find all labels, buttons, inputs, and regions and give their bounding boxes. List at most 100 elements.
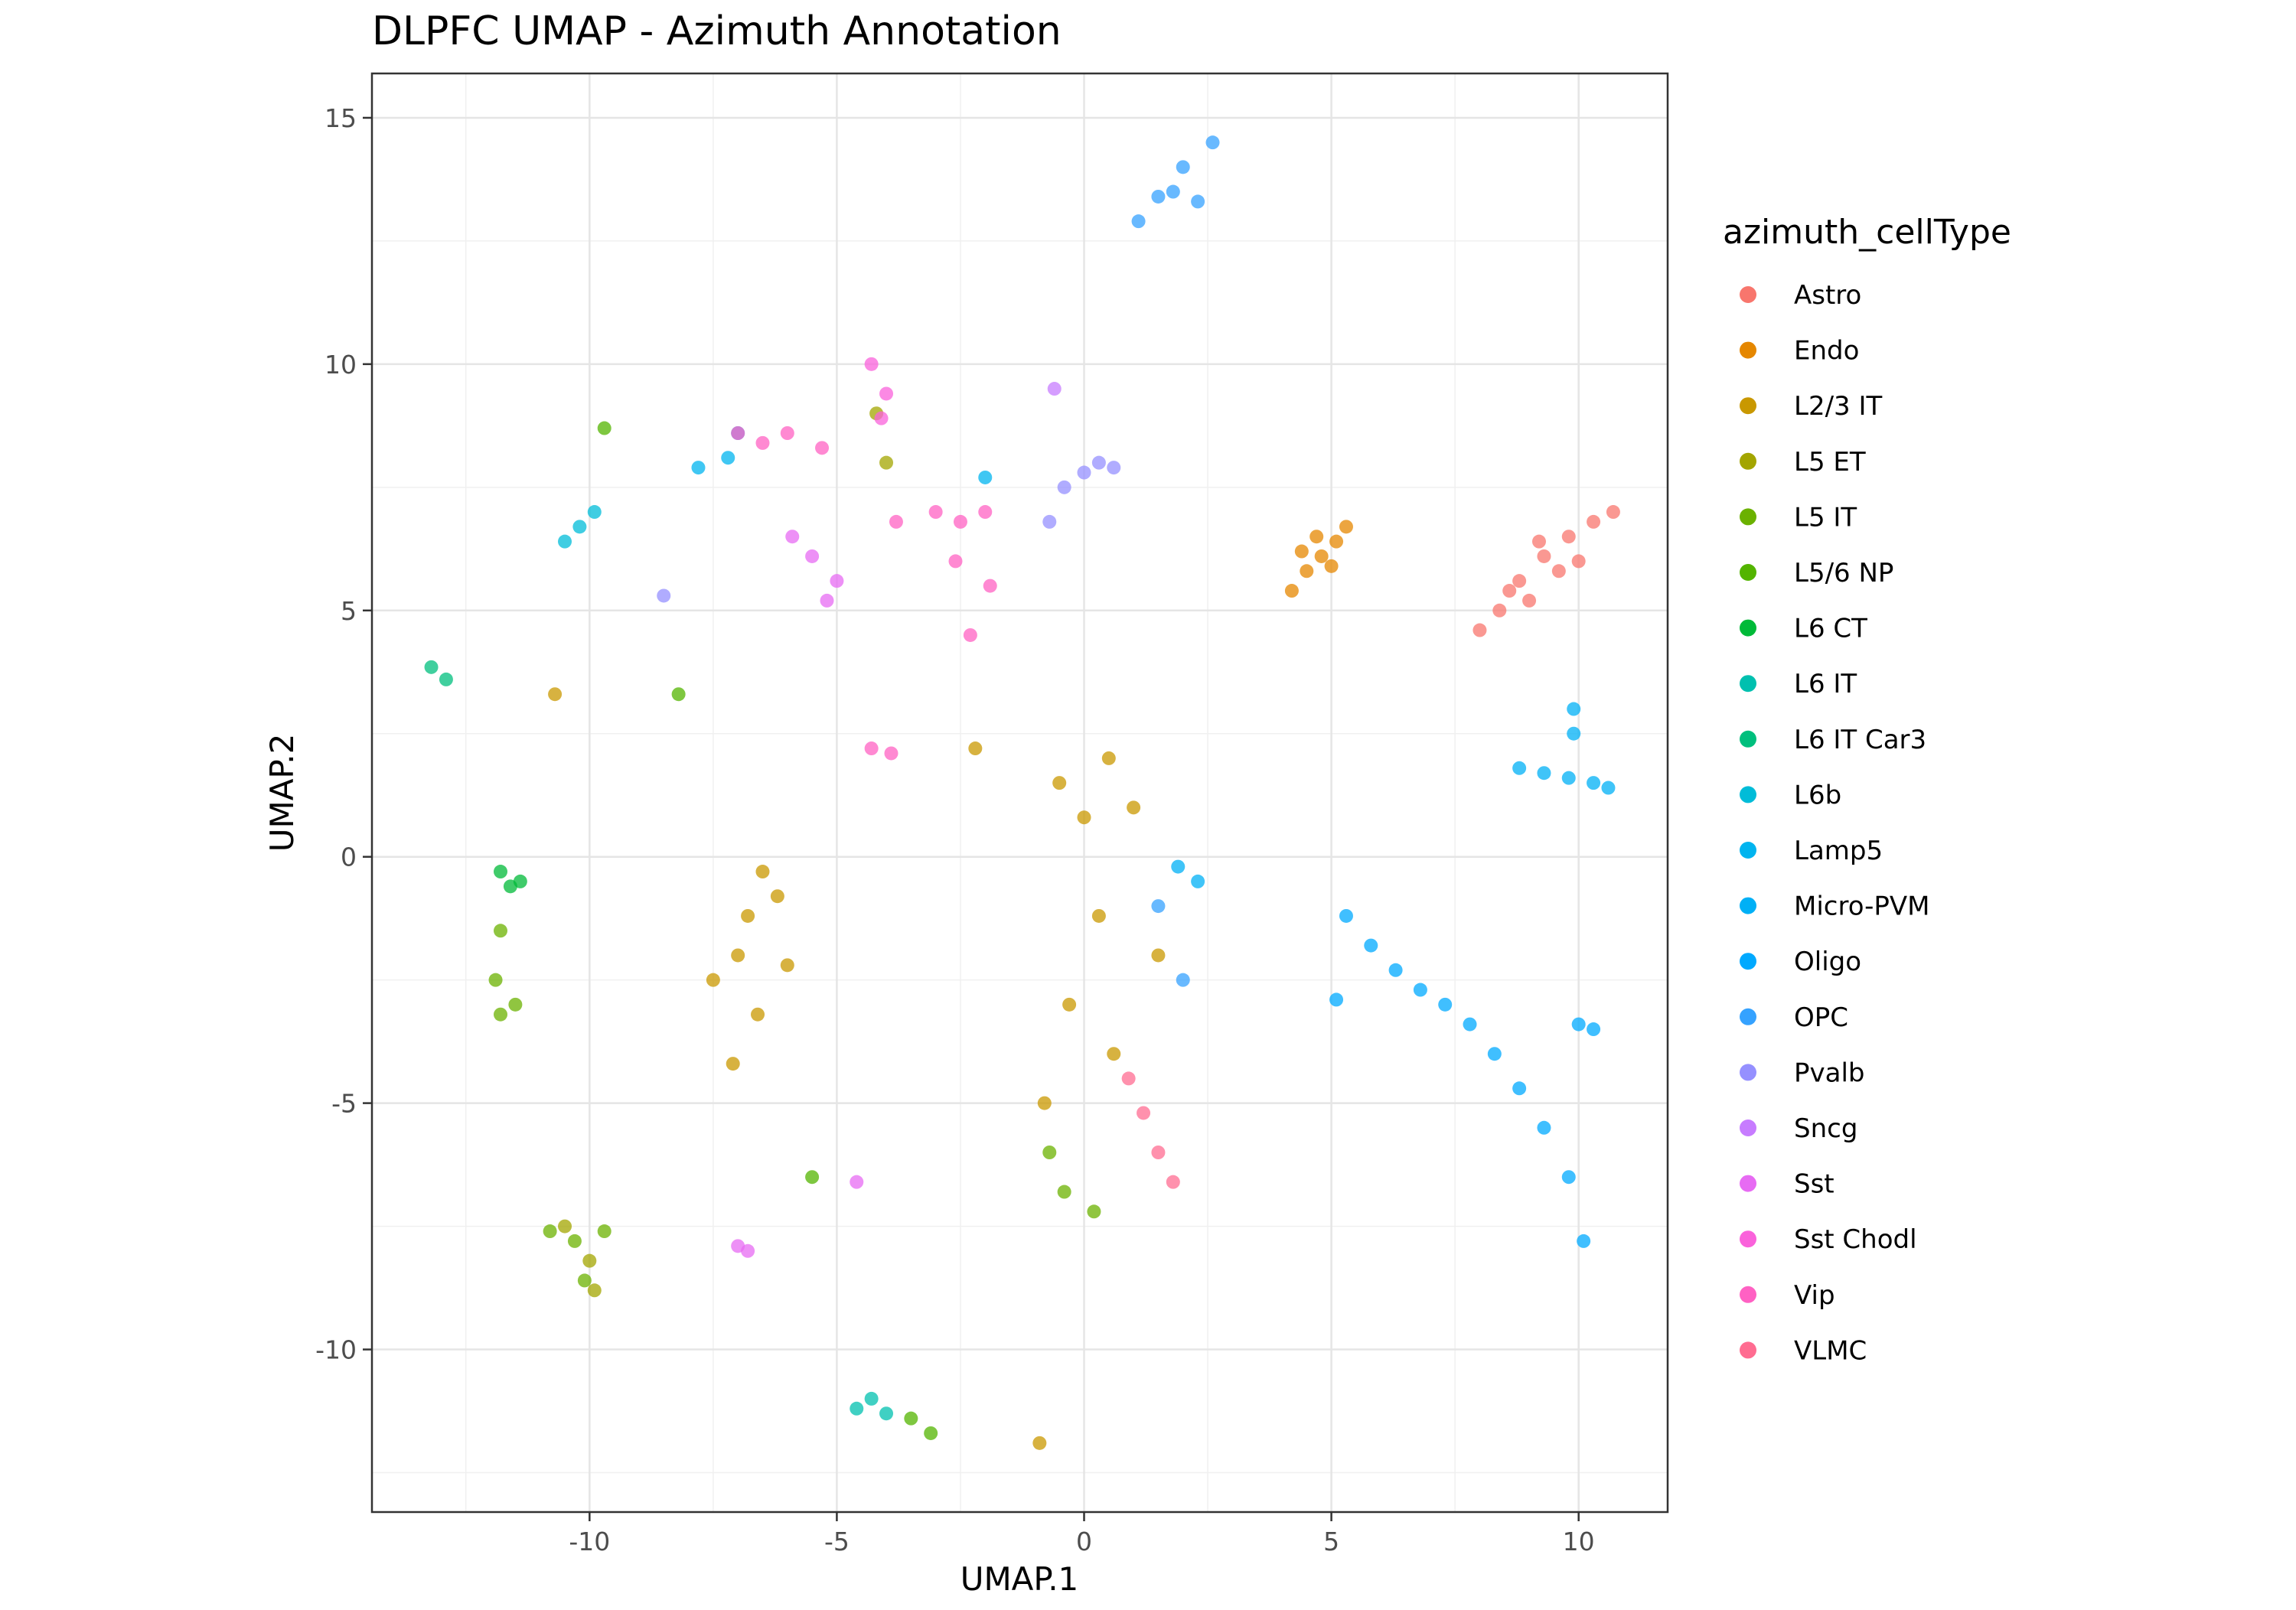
data-point: [1121, 1071, 1136, 1086]
data-point: [1587, 776, 1601, 790]
data-point: [1587, 1022, 1601, 1037]
data-point: [424, 660, 439, 674]
data-point: [815, 441, 830, 455]
legend-swatch: [1740, 619, 1756, 637]
point-layer: [424, 135, 1620, 1450]
legend-item: Pvalb: [1740, 1058, 1865, 1088]
data-point: [508, 997, 523, 1012]
data-point: [978, 470, 993, 484]
data-point: [850, 1175, 864, 1189]
data-point: [968, 741, 983, 756]
data-point: [558, 1219, 572, 1234]
legend-swatch: [1740, 452, 1756, 470]
legend-label: Pvalb: [1794, 1058, 1865, 1088]
series-l6-it-car3: [424, 660, 453, 686]
data-point: [488, 973, 503, 987]
legend-swatch: [1740, 1120, 1756, 1136]
data-point: [948, 554, 963, 569]
y-tick-label: 5: [341, 596, 357, 626]
data-point: [1294, 544, 1309, 559]
series-oligo: [1329, 908, 1601, 1248]
data-point: [1176, 973, 1190, 987]
data-point: [864, 1391, 879, 1406]
data-point: [671, 687, 686, 702]
grid-layer: [372, 73, 1668, 1512]
data-point: [785, 530, 800, 544]
legend-label: Lamp5: [1794, 836, 1883, 866]
series-l6-ct: [494, 865, 527, 894]
legend-item: Endo: [1740, 336, 1859, 367]
y-tick-label: -10: [315, 1335, 357, 1365]
data-point: [513, 874, 527, 888]
data-point: [1042, 1146, 1057, 1159]
legend-item: L5/6 NP: [1740, 558, 1893, 588]
data-point: [1324, 559, 1339, 573]
series-opc: [1131, 135, 1220, 987]
data-point: [874, 411, 889, 425]
legend-swatch: [1740, 953, 1756, 970]
data-point: [543, 1224, 557, 1239]
data-point: [1191, 874, 1205, 888]
data-point: [548, 687, 563, 702]
legend-item: L6b: [1740, 780, 1841, 810]
data-point: [1107, 461, 1121, 475]
legend-item: L5 IT: [1740, 502, 1857, 533]
data-point: [983, 578, 997, 593]
data-point: [439, 672, 453, 686]
data-point: [864, 741, 879, 756]
data-point: [1561, 1170, 1576, 1185]
data-point: [1166, 1175, 1180, 1189]
data-point: [572, 520, 587, 534]
legend-label: Vip: [1794, 1280, 1835, 1311]
legend-title: azimuth_cellType: [1723, 213, 2011, 252]
legend-swatch: [1740, 897, 1756, 914]
series-vlmc: [1121, 1071, 1180, 1189]
data-point: [1512, 761, 1527, 775]
data-point: [494, 1007, 508, 1022]
legend-item: L5 ET: [1740, 447, 1866, 477]
data-point: [1032, 1436, 1047, 1450]
series-astro: [1473, 505, 1620, 637]
legend-label: Micro-PVM: [1794, 891, 1930, 922]
data-point: [587, 1283, 602, 1298]
series-sst: [731, 530, 864, 1258]
legend-label: L6 IT Car3: [1794, 725, 1926, 755]
data-point: [830, 574, 844, 588]
data-point: [1151, 189, 1166, 204]
data-point: [691, 461, 706, 475]
data-point: [1151, 899, 1166, 914]
x-tick-label: 10: [1563, 1527, 1595, 1556]
data-point: [864, 357, 879, 371]
data-point: [780, 958, 794, 973]
data-point: [850, 1401, 864, 1416]
data-point: [1309, 530, 1324, 544]
data-point: [494, 865, 508, 879]
data-point: [558, 534, 572, 549]
axis-layer: -10 -5 0 5 10 -10 -5 0 5 10 15: [315, 103, 1595, 1556]
data-point: [1127, 800, 1141, 815]
data-point: [751, 1007, 765, 1022]
legend-item: Oligo: [1740, 947, 1861, 977]
data-point: [1091, 455, 1106, 470]
data-point: [1042, 514, 1057, 529]
data-point: [805, 1170, 820, 1185]
data-point: [953, 514, 967, 529]
series-vip: [731, 426, 997, 761]
legend-label: Astro: [1794, 280, 1861, 311]
data-point: [928, 505, 943, 520]
data-point: [597, 421, 612, 435]
x-tick-label: 0: [1076, 1527, 1092, 1556]
legend-label: L5 ET: [1794, 447, 1866, 477]
y-tick-label: 10: [325, 350, 357, 380]
data-point: [1091, 908, 1106, 923]
data-point: [1537, 549, 1551, 563]
data-point: [755, 865, 770, 879]
data-point: [1176, 160, 1190, 174]
legend-item: L6 IT Car3: [1740, 725, 1926, 755]
legend-label: L5 IT: [1794, 502, 1857, 533]
y-tick-label: 15: [325, 103, 357, 133]
legend-item: L6 CT: [1740, 614, 1867, 644]
data-point: [1131, 214, 1146, 229]
